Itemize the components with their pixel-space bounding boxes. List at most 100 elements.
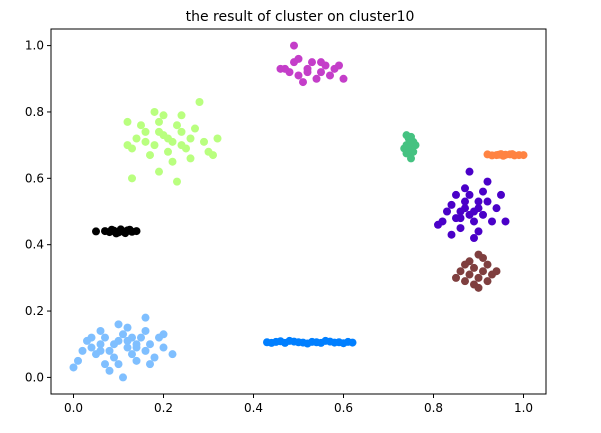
scatter-point — [488, 151, 496, 160]
scatter-point — [177, 111, 186, 120]
x-tick-label: 0.4 — [244, 401, 263, 415]
scatter-point — [519, 151, 528, 160]
scatter-point — [146, 360, 154, 369]
cluster-4-points — [92, 225, 141, 238]
scatter-point — [168, 157, 177, 166]
scatter-point — [173, 121, 181, 130]
scatter-point — [123, 323, 132, 332]
scatter-point — [299, 78, 307, 87]
scatter-point — [501, 217, 510, 226]
scatter-point — [456, 214, 465, 223]
scatter-point — [409, 147, 418, 156]
scatter-point — [452, 273, 460, 282]
scatter-point — [132, 343, 141, 352]
cluster-0-points — [276, 41, 348, 87]
scatter-point — [146, 340, 154, 349]
scatter-point — [110, 340, 118, 349]
x-tick-label: 0.2 — [154, 401, 173, 415]
scatter-point — [159, 330, 168, 339]
scatter-point — [195, 98, 204, 106]
scatter-point — [294, 338, 303, 347]
scatter-point — [470, 234, 478, 243]
cluster-7-points — [69, 313, 177, 382]
x-tick-label: 1.0 — [514, 401, 533, 415]
scatter-point — [101, 333, 109, 342]
scatter-point — [119, 330, 127, 339]
scatter-point — [213, 134, 222, 143]
scatter-point — [330, 338, 339, 347]
scatter-point — [87, 343, 96, 352]
scatter-point — [186, 154, 195, 163]
scatter-point — [443, 207, 451, 216]
scatter-point — [339, 339, 348, 348]
scatter-point — [123, 141, 132, 150]
scatter-point — [155, 167, 163, 176]
scatter-point — [69, 363, 78, 372]
scatter-point — [164, 147, 172, 156]
scatter-point — [447, 200, 456, 209]
scatter-point — [177, 141, 186, 150]
y-tick-label: 1.0 — [25, 39, 44, 53]
scatter-point — [492, 204, 501, 213]
scatter-point — [150, 353, 159, 362]
scatter-point — [123, 336, 132, 345]
scatter-point — [483, 177, 492, 186]
scatter-point — [465, 270, 474, 279]
scatter-point — [461, 204, 469, 213]
scatter-point — [285, 336, 294, 345]
scatter-point — [137, 333, 145, 342]
scatter-point — [150, 141, 159, 150]
scatter-point — [470, 207, 478, 216]
scatter-point — [87, 333, 96, 342]
scatter-point — [92, 227, 100, 236]
scatter-point — [119, 373, 127, 382]
scatter-point — [128, 350, 136, 359]
scatter-point — [96, 326, 105, 335]
scatter-point — [132, 227, 141, 236]
scatter-point — [326, 71, 334, 80]
scatter-point — [456, 224, 465, 233]
scatter-point — [128, 174, 136, 183]
plot-frame — [50, 28, 547, 395]
scatter-point — [168, 350, 177, 359]
scatter-point — [308, 58, 316, 67]
scatter-point — [474, 197, 483, 206]
scatter-point — [483, 197, 492, 206]
cluster-1-points — [123, 98, 222, 186]
x-tick-label: 0.6 — [334, 401, 353, 415]
scatter-point — [508, 150, 517, 159]
scatter-point — [479, 187, 487, 196]
scatter-point — [492, 267, 501, 276]
chart-title: the result of cluster on cluster10 — [186, 9, 415, 25]
scatter-point — [125, 225, 134, 234]
scatter-point — [474, 227, 483, 236]
x-tick-label: 0.8 — [424, 401, 443, 415]
scatter-point — [132, 134, 141, 143]
y-tick-label: 0.2 — [25, 304, 44, 318]
scatter-point — [186, 134, 195, 143]
scatter-point — [497, 190, 505, 199]
scatter-point — [146, 151, 154, 160]
scatter-point — [452, 190, 460, 199]
scatter-point — [141, 313, 150, 322]
y-tick-label: 0.8 — [25, 105, 44, 119]
scatter-point — [470, 280, 478, 289]
scatter-point — [312, 74, 321, 83]
scatter-point — [348, 338, 357, 347]
scatter-point — [267, 338, 276, 347]
cluster-2-points — [400, 131, 420, 163]
scatter-point — [456, 267, 465, 276]
scatter-point — [461, 197, 469, 206]
scatter-point — [483, 277, 492, 286]
scatter-point — [74, 356, 82, 365]
scatter-point — [290, 41, 298, 50]
scatter-point — [303, 68, 312, 77]
scatter-point — [488, 217, 496, 226]
scatter-point — [123, 343, 132, 352]
scatter-point — [164, 134, 172, 143]
y-tick-label: 0.0 — [25, 370, 44, 384]
scatter-point — [123, 117, 132, 126]
scatter-point — [483, 260, 492, 269]
